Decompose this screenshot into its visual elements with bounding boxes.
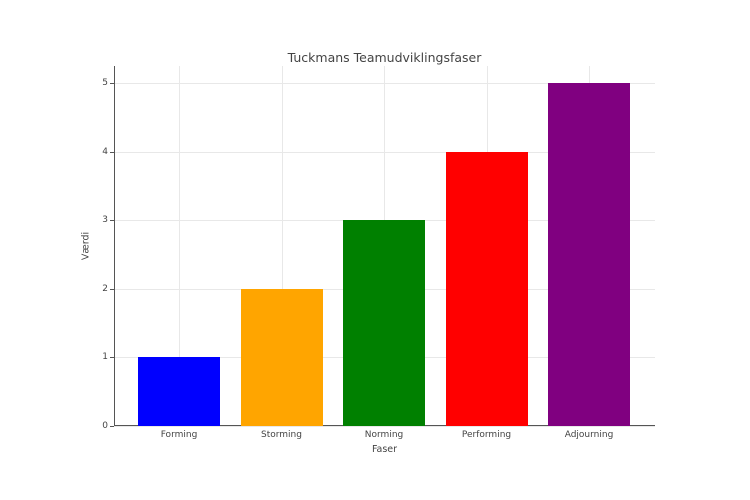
y-gridline <box>114 83 655 85</box>
y-tick-mark <box>110 151 114 153</box>
y-tick-label: 0 <box>102 421 108 431</box>
y-axis-line <box>114 66 115 426</box>
x-tick-label: Forming <box>160 430 198 440</box>
x-axis-label: Faser <box>371 444 398 455</box>
bar-storming <box>240 288 323 426</box>
y-tick-mark <box>110 357 114 359</box>
x-tick-label: Storming <box>261 430 302 440</box>
plot-area: Værdi Faser 0 1 2 3 4 5 Forming Storming Norming… <box>81 66 655 455</box>
y-tick-label: 4 <box>102 146 108 157</box>
y-gridline <box>114 426 655 427</box>
bar-norming <box>343 220 425 426</box>
y-tick-mark <box>110 426 114 427</box>
y-tick-mark <box>110 288 114 290</box>
x-gridline <box>179 66 180 426</box>
x-tick-label: Norming <box>364 430 404 440</box>
chart-title: Tuckmans Teamudviklingsfaser <box>287 50 482 65</box>
bar-forming <box>138 357 220 426</box>
y-tick-label: 2 <box>102 283 108 294</box>
y-gridline <box>114 151 655 153</box>
y-axis-label: Værdi <box>80 231 92 261</box>
bar-adjourning <box>548 83 630 426</box>
y-tick-label: 1 <box>102 352 108 363</box>
bar-performing <box>445 151 528 426</box>
y-tick-mark <box>110 83 114 85</box>
x-tick-label: Adjourning <box>564 430 614 440</box>
x-tick-label: Performing <box>461 430 512 440</box>
y-tick-mark <box>110 220 114 222</box>
y-tick-label: 3 <box>102 215 108 226</box>
x-gridline <box>281 66 283 426</box>
y-tick-label: 5 <box>102 78 108 89</box>
